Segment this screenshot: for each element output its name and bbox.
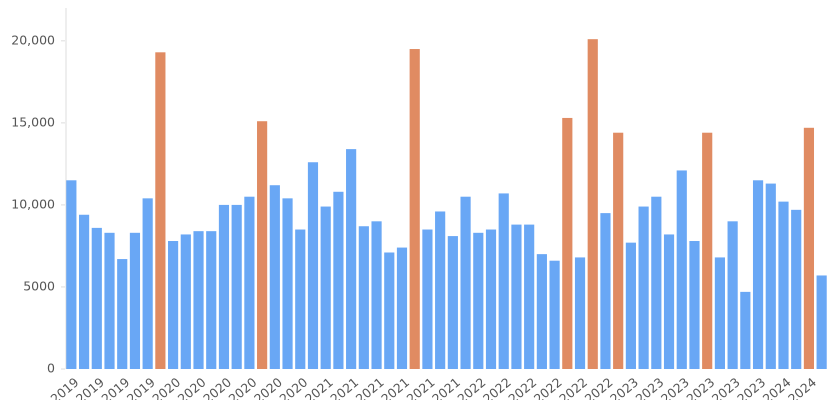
y-tick-label: 20,000 [11,32,55,47]
bar [524,224,535,369]
bar [447,236,458,369]
bar [473,232,484,369]
bar [396,247,408,369]
bar [676,170,687,369]
bar [435,211,446,369]
bar [600,213,611,369]
bar [358,226,369,369]
y-tick-label: 0 [47,361,55,376]
bar [460,196,471,369]
bar [663,234,675,369]
bar [78,214,90,369]
bar [791,209,802,369]
bar [295,229,306,369]
bar [129,232,141,369]
bar [231,204,242,369]
bar [816,275,827,369]
bar [371,221,382,369]
bar [168,241,179,369]
bar [485,229,497,369]
bar [66,180,77,369]
bar [269,185,280,369]
bar [803,127,815,369]
bar [651,196,662,369]
bar [384,252,395,369]
bar [91,227,102,369]
bar [218,204,230,369]
bar [282,198,293,369]
bar [346,149,357,369]
bar [257,121,268,370]
y-tick-label: 15,000 [11,114,55,129]
bar [625,242,636,369]
y-tick-label: 10,000 [11,196,55,211]
bar [320,206,331,369]
bar [778,201,789,369]
bar [574,257,586,369]
bar [244,196,255,369]
bar [307,162,319,369]
bar [727,221,738,369]
bar [740,291,751,369]
bar [333,191,344,369]
bar [752,180,764,369]
bar [549,260,560,369]
bar [206,231,217,369]
bar [104,232,115,369]
bar [180,234,191,369]
bar [142,198,153,369]
bar [498,193,509,369]
bar [702,132,713,369]
bar [765,183,776,369]
bar [511,224,522,369]
bar [689,241,700,369]
bar [562,117,573,369]
bar [117,259,128,369]
bar [155,52,166,370]
y-tick-label: 5000 [23,278,55,293]
bar [536,254,547,369]
bar [613,132,624,369]
bar [587,39,598,369]
bar [714,257,725,369]
bar [422,229,433,369]
bar [638,206,649,369]
bar [409,49,420,369]
bar [193,231,204,369]
